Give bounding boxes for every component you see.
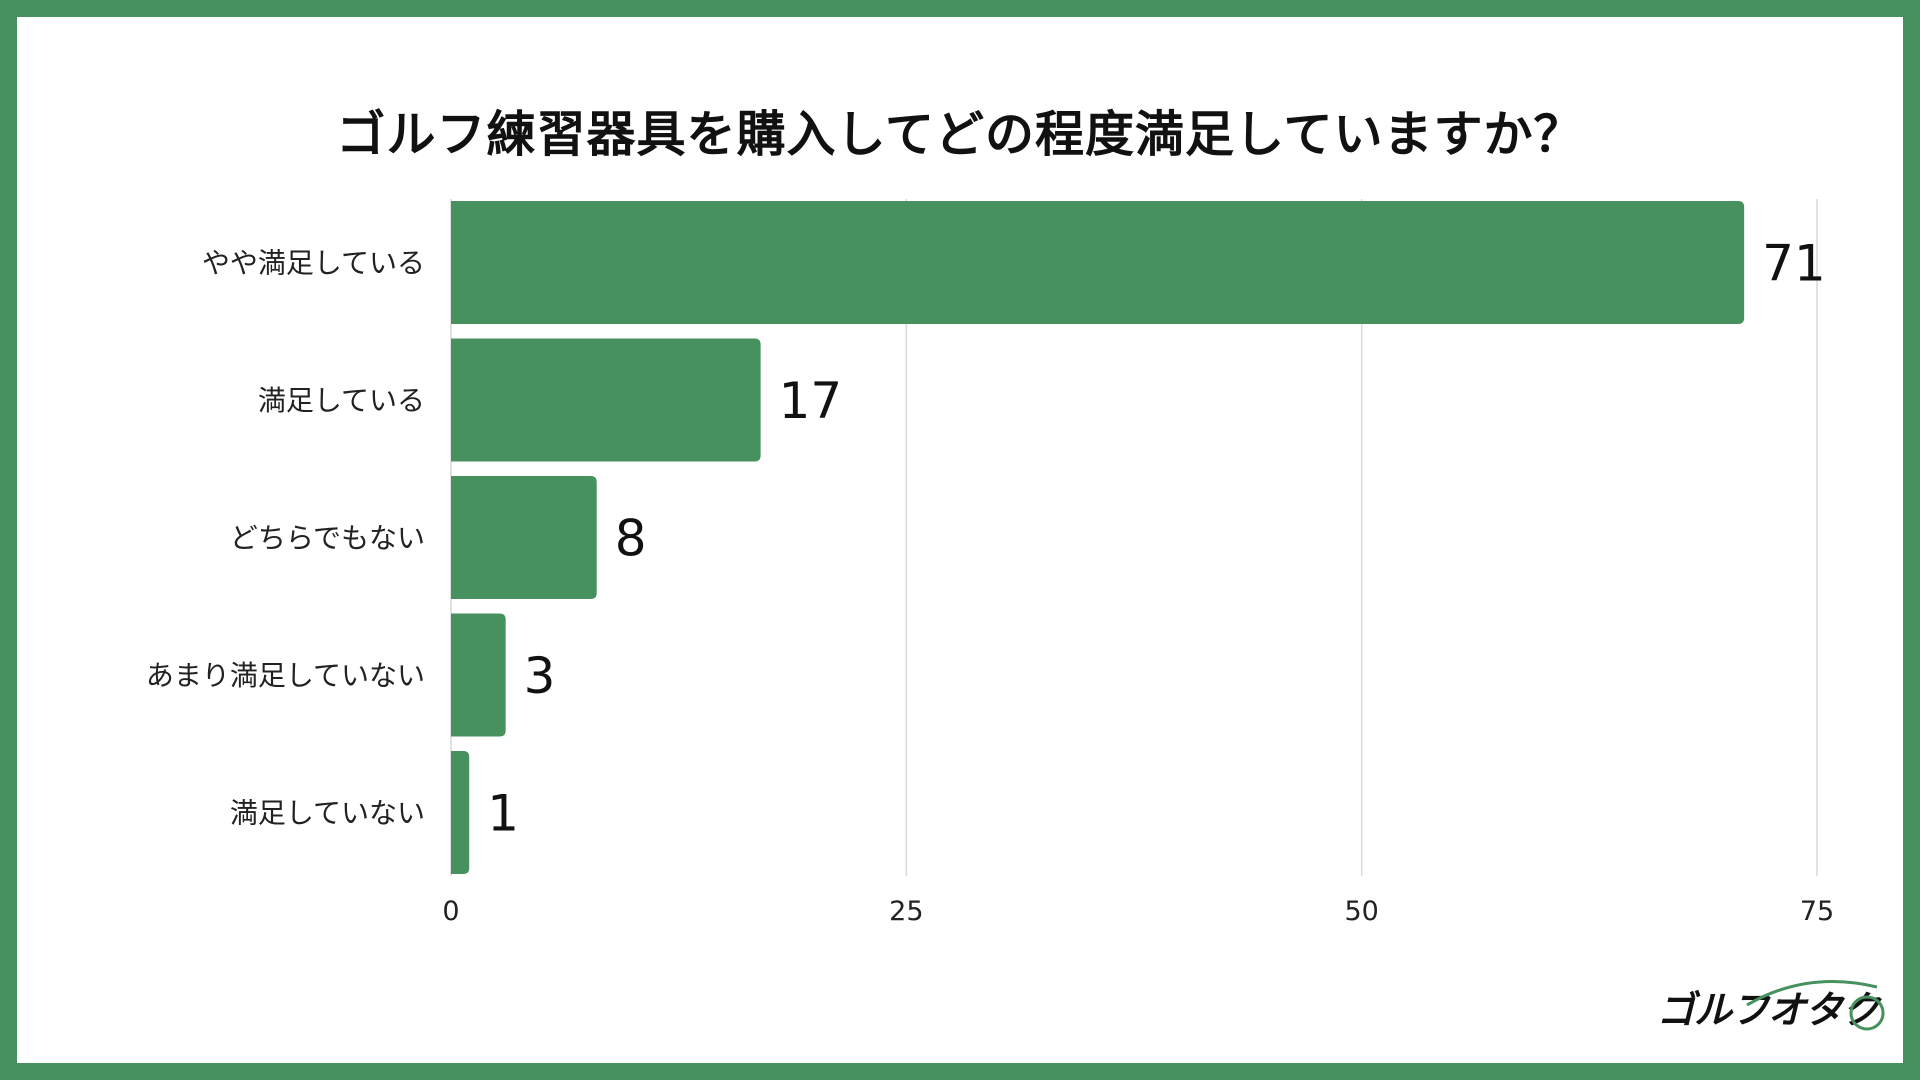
bar [451, 613, 506, 737]
bar [451, 751, 470, 874]
bar [451, 476, 597, 599]
bar [451, 201, 1745, 324]
category-label: どちらでもない [230, 522, 425, 555]
golf-ball-icon [1746, 979, 1885, 1031]
x-tick-label: 50 [1344, 896, 1378, 927]
chart-frame: ゴルフ練習器具を購入してどの程度満足していますか？ 0 25 50 75 やや満足してい… [17, 17, 1903, 1063]
bar-chart: 0 25 50 75 やや満足している 71 満足している 17 どちらでもない 8 あまり満足して… [146, 199, 1834, 928]
value-label: 3 [524, 647, 556, 705]
bars [451, 201, 1745, 874]
category-label: やや満足している [202, 247, 425, 280]
category-label: 満足していない [230, 797, 425, 830]
category-label: あまり満足していない [146, 659, 425, 692]
x-tick-label: 0 [442, 896, 459, 927]
value-label: 1 [487, 785, 519, 843]
value-label: 71 [1762, 235, 1826, 293]
x-tick-label: 25 [889, 896, 923, 927]
value-label: 17 [779, 372, 843, 430]
value-label: 8 [615, 510, 647, 568]
bar [451, 338, 761, 462]
chart-title: ゴルフ練習器具を購入してどの程度満足していますか？ [336, 106, 1584, 163]
labels: 0 25 50 75 やや満足している 71 満足している 17 どちらでもない 8 あまり満足して… [146, 235, 1834, 928]
category-label: 満足している [258, 384, 425, 417]
x-tick-label: 75 [1800, 896, 1834, 927]
